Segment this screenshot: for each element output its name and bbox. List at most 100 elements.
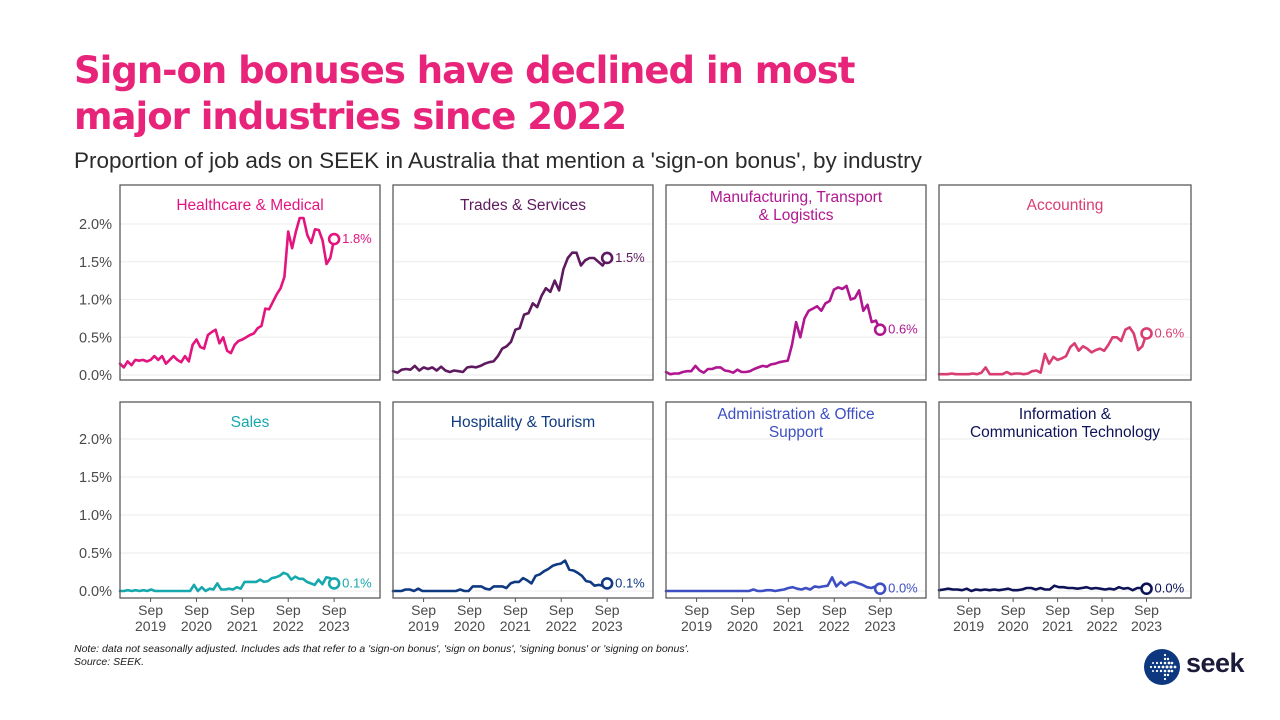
- panel-frame: [938, 184, 1192, 381]
- series-line-accounting: [937, 326, 1148, 376]
- end-point-marker: [327, 232, 341, 246]
- x-tick-label: 2021: [1042, 618, 1073, 634]
- panel-frame: [665, 401, 927, 599]
- x-tick-label: Sep: [822, 602, 847, 618]
- end-value-label: 1.8%: [342, 231, 372, 246]
- x-tick-label: Sep: [322, 602, 347, 618]
- x-tick-label: 2020: [181, 618, 212, 634]
- series-line-administration-office-support: [664, 576, 882, 593]
- x-tick-label: 2023: [319, 618, 350, 634]
- panel-frame: [938, 401, 1192, 599]
- x-tick-label: Sep: [1134, 602, 1159, 618]
- x-tick-label: Sep: [138, 602, 163, 618]
- panel-title: Healthcare & Medical: [176, 197, 323, 214]
- panel-background-manufacturing-transport-logistics: [666, 185, 926, 380]
- panel-title: Information &: [1019, 406, 1112, 423]
- end-point-marker: [873, 323, 887, 337]
- end-value-label: 0.0%: [1155, 581, 1185, 596]
- x-tick-label: Sep: [184, 602, 209, 618]
- panel-title: Administration & Office: [717, 406, 874, 423]
- panel-title: Communication Technology: [970, 424, 1160, 441]
- footnote: Note: data not seasonally adjusted. Incl…: [74, 643, 690, 669]
- panel-frame: [119, 401, 381, 599]
- y-tick-label: 0.5%: [79, 330, 112, 346]
- end-value-label: 0.1%: [615, 575, 645, 590]
- x-tick-label: 2023: [592, 618, 623, 634]
- series-line-hospitality-tourism: [391, 559, 609, 593]
- x-tick-label: Sep: [730, 602, 755, 618]
- panel-frame: [392, 401, 654, 599]
- x-tick-label: Sep: [411, 602, 436, 618]
- end-point-marker: [873, 582, 887, 596]
- panel-title: Trades & Services: [460, 197, 586, 214]
- series-line-information-communication-technology: [937, 584, 1148, 593]
- x-tick-label: 2019: [681, 618, 712, 634]
- x-tick-label: 2021: [227, 618, 258, 634]
- series-line-trades-services: [391, 251, 609, 374]
- x-tick-label: 2019: [135, 618, 166, 634]
- x-tick-label: Sep: [868, 602, 893, 618]
- panel-frame: [119, 184, 381, 381]
- end-point-marker: [327, 577, 341, 590]
- x-tick-label: 2020: [454, 618, 485, 634]
- end-value-label: 0.6%: [888, 322, 918, 337]
- x-tick-label: Sep: [549, 602, 574, 618]
- panel-title: & Logistics: [759, 207, 834, 224]
- y-tick-label: 1.0%: [79, 293, 112, 309]
- chart-subtitle: Proportion of job ads on SEEK in Austral…: [74, 148, 922, 173]
- end-point-marker: [600, 251, 614, 265]
- y-tick-label: 0.0%: [79, 584, 112, 600]
- chart-title: Sign-on bonuses have declined in most ma…: [74, 48, 974, 140]
- x-tick-label: 2021: [773, 618, 804, 634]
- panel-background-trades-services: [393, 185, 653, 380]
- y-tick-label: 0.0%: [79, 368, 112, 384]
- panel-background-administration-office-support: [666, 402, 926, 598]
- x-tick-label: 2019: [408, 618, 439, 634]
- x-tick-label: Sep: [230, 602, 255, 618]
- x-tick-label: 2023: [865, 618, 896, 634]
- x-tick-label: 2023: [1131, 618, 1162, 634]
- series-line-manufacturing-transport-logistics: [664, 284, 882, 376]
- x-tick-label: Sep: [684, 602, 709, 618]
- panel-frame: [392, 184, 654, 381]
- panel-background-sales: [120, 402, 380, 598]
- panel-title: Manufacturing, Transport: [710, 189, 883, 206]
- panel-background-information-communication-technology: [939, 402, 1191, 598]
- footnote-note: Note: data not seasonally adjusted. Incl…: [74, 643, 690, 655]
- panel-frame: [665, 184, 927, 381]
- chart-title-line-1: Sign-on bonuses have declined in most: [74, 49, 855, 92]
- panel-title: Hospitality & Tourism: [451, 414, 595, 431]
- x-tick-label: Sep: [1090, 602, 1115, 618]
- x-tick-label: Sep: [457, 602, 482, 618]
- panel-title: Support: [769, 424, 824, 441]
- x-tick-label: 2019: [953, 618, 984, 634]
- panel-title: Accounting: [1027, 197, 1104, 214]
- y-tick-label: 0.5%: [79, 546, 112, 562]
- x-tick-label: Sep: [956, 602, 981, 618]
- panel-background-healthcare-medical: [120, 185, 380, 380]
- x-tick-label: Sep: [1001, 602, 1026, 618]
- x-tick-label: 2021: [500, 618, 531, 634]
- series-line-healthcare-medical: [118, 216, 336, 369]
- panel-background-hospitality-tourism: [393, 402, 653, 598]
- x-tick-label: 2022: [1086, 618, 1117, 634]
- seek-logo-text: seek: [1186, 648, 1245, 678]
- x-tick-label: Sep: [503, 602, 528, 618]
- x-tick-label: Sep: [776, 602, 801, 618]
- y-tick-label: 2.0%: [79, 217, 112, 233]
- x-tick-label: Sep: [276, 602, 301, 618]
- end-point-marker: [600, 577, 614, 590]
- end-value-label: 0.1%: [342, 575, 372, 590]
- y-tick-label: 1.0%: [79, 508, 112, 524]
- end-value-label: 0.6%: [1155, 325, 1185, 340]
- end-point-marker: [1140, 327, 1153, 340]
- series-line-sales: [118, 571, 336, 593]
- end-point-marker: [1140, 582, 1153, 596]
- chart-title-line-2: major industries since 2022: [74, 95, 627, 138]
- panel-background-accounting: [939, 185, 1191, 380]
- seek-logo-icon: [1144, 649, 1180, 685]
- x-tick-label: 2022: [819, 618, 850, 634]
- end-value-label: 1.5%: [615, 250, 645, 265]
- y-tick-label: 1.5%: [79, 255, 112, 271]
